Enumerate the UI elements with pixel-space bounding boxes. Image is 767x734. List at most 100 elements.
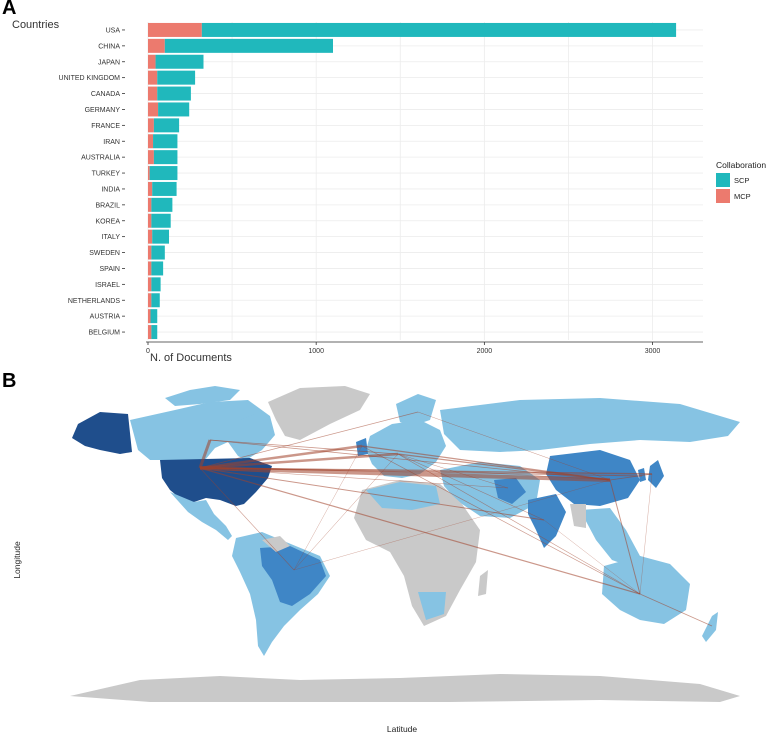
bar-row: AUSTRIA bbox=[90, 309, 158, 324]
map-countries bbox=[70, 386, 740, 702]
y-tick-label: KOREA bbox=[95, 218, 120, 225]
y-tick-label: BRAZIL bbox=[95, 202, 120, 209]
region-europe bbox=[366, 420, 446, 478]
bar-scp bbox=[150, 309, 158, 324]
bar-scp bbox=[151, 261, 164, 276]
bar-mcp bbox=[148, 277, 152, 292]
panel-label-a: A bbox=[2, 0, 17, 19]
bar-mcp bbox=[148, 261, 152, 276]
bar-scp bbox=[164, 38, 333, 53]
bar-row: CANADA bbox=[91, 86, 191, 101]
country-russia bbox=[440, 398, 740, 452]
y-tick-label: AUSTRALIA bbox=[81, 155, 120, 162]
country-korea bbox=[638, 468, 646, 482]
collaboration-link bbox=[199, 411, 419, 469]
country-canada bbox=[130, 400, 275, 462]
region-africa bbox=[354, 480, 480, 626]
collaboration-link bbox=[397, 453, 545, 521]
bar-scp bbox=[151, 293, 160, 308]
bar-scp bbox=[153, 134, 178, 149]
bar-row: KOREA bbox=[95, 213, 171, 228]
collaboration-link bbox=[199, 467, 509, 489]
bar-row: SPAIN bbox=[100, 261, 164, 276]
country-australia bbox=[602, 556, 690, 624]
bar-row: AUSTRALIA bbox=[81, 150, 178, 165]
bar-x-axis: 0 1000 2000 3000 bbox=[146, 341, 703, 355]
bar-mcp bbox=[148, 166, 150, 181]
collaboration-link bbox=[209, 439, 399, 455]
legend-entry: MCP bbox=[734, 192, 751, 201]
bar-scp bbox=[151, 245, 165, 260]
bar-scp bbox=[152, 229, 170, 244]
bar-grid bbox=[147, 22, 703, 340]
bar-mcp bbox=[148, 102, 159, 117]
region-africa-north bbox=[366, 482, 440, 510]
country-india bbox=[528, 494, 566, 548]
bar-row: BRAZIL bbox=[95, 197, 173, 212]
bar-row: USA bbox=[106, 22, 677, 37]
bar-row: NETHERLANDS bbox=[68, 293, 160, 308]
collaboration-link bbox=[199, 467, 295, 571]
country-south-africa bbox=[418, 592, 446, 620]
bar-row: GERMANY bbox=[85, 102, 190, 117]
bar-scp bbox=[153, 150, 178, 165]
bar-row: UNITED KINGDOM bbox=[59, 70, 196, 85]
bar-rows: USA CHINA JAPAN UNITED KINGDOM CANADA GERMANY… bbox=[59, 22, 677, 340]
bar-mcp bbox=[148, 245, 152, 260]
bar-scp bbox=[153, 118, 180, 133]
collaboration-link bbox=[199, 452, 399, 470]
bar-row: JAPAN bbox=[98, 54, 204, 69]
bar-mcp bbox=[148, 213, 152, 228]
bar-scp bbox=[201, 22, 677, 37]
country-madagascar bbox=[478, 570, 488, 596]
region-se-asia bbox=[580, 508, 660, 570]
bar-scp bbox=[158, 102, 190, 117]
bar-scp bbox=[149, 166, 178, 181]
country-mexico bbox=[170, 492, 232, 540]
y-tick-label: ISRAEL bbox=[95, 282, 120, 289]
bar-mcp bbox=[148, 38, 165, 53]
y-axis-title: Countries bbox=[12, 19, 60, 31]
bar-mcp bbox=[148, 118, 154, 133]
y-tick-label: ITALY bbox=[102, 234, 121, 241]
y-tick-label: TURKEY bbox=[92, 171, 121, 178]
collaboration-link bbox=[361, 445, 641, 595]
bar-scp bbox=[151, 197, 173, 212]
y-tick-label: UNITED KINGDOM bbox=[59, 75, 121, 82]
world-collaboration-map: Longitude Latitude bbox=[12, 386, 740, 734]
bar-row: FRANCE bbox=[91, 118, 180, 133]
bar-row: TURKEY bbox=[92, 166, 178, 181]
bar-row: ISRAEL bbox=[95, 277, 161, 292]
y-tick-label: SPAIN bbox=[100, 266, 121, 273]
x-tick-label: 2000 bbox=[477, 348, 493, 355]
bar-mcp bbox=[148, 325, 152, 340]
bar-scp bbox=[151, 277, 161, 292]
y-tick-label: INDIA bbox=[101, 186, 120, 193]
bar-mcp bbox=[148, 229, 153, 244]
collaboration-link bbox=[639, 473, 653, 595]
collaboration-link bbox=[199, 466, 611, 482]
bar-scp bbox=[155, 54, 204, 69]
collaboration-link bbox=[397, 453, 641, 595]
panel-label-b: B bbox=[2, 370, 17, 392]
region-se-asia-unlisted bbox=[570, 504, 586, 528]
collaboration-link bbox=[639, 593, 713, 627]
y-tick-label: CHINA bbox=[98, 43, 120, 50]
bar-row: BELGIUM bbox=[88, 325, 158, 340]
y-tick-label: CANADA bbox=[91, 91, 121, 98]
legend: Collaboration SCP MCP bbox=[716, 160, 766, 203]
bar-scp bbox=[157, 70, 196, 85]
legend-title: Collaboration bbox=[716, 160, 766, 170]
x-tick-label: 1000 bbox=[308, 348, 324, 355]
collaboration-link bbox=[293, 445, 363, 571]
x-tick-label: 3000 bbox=[645, 348, 661, 355]
y-tick-label: SWEDEN bbox=[89, 250, 120, 257]
country-brazil bbox=[260, 546, 326, 606]
bar-mcp bbox=[148, 197, 152, 212]
collaboration-link bbox=[198, 439, 212, 469]
y-tick-label: JAPAN bbox=[98, 59, 120, 66]
collaboration-link bbox=[609, 473, 653, 481]
collaboration-link bbox=[609, 479, 641, 595]
map-x-axis-title: Latitude bbox=[387, 724, 418, 734]
y-tick-label: IRAN bbox=[103, 139, 120, 146]
